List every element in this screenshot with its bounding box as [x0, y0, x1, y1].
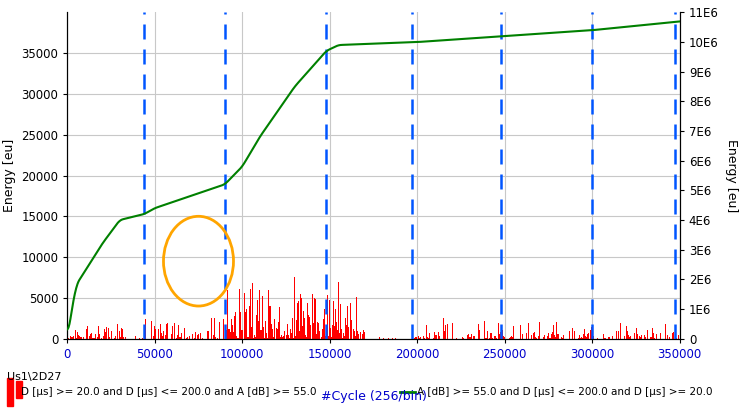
- Bar: [7, 378, 13, 406]
- Text: Us1\2D27: Us1\2D27: [7, 372, 62, 382]
- Text: A [dB] >= 55.0 and D [µs] <= 200.0 and D [µs] >= 20.0: A [dB] >= 55.0 and D [µs] <= 200.0 and D…: [417, 387, 713, 397]
- Y-axis label: Energy [eu]: Energy [eu]: [3, 139, 16, 212]
- Text: #Cycle (256/bin): #Cycle (256/bin): [320, 390, 427, 403]
- Text: D [µs] >= 20.0 and D [µs] <= 200.0 and A [dB] >= 55.0: D [µs] >= 20.0 and D [µs] <= 200.0 and A…: [21, 387, 317, 397]
- Y-axis label: Energy [eu]: Energy [eu]: [725, 139, 738, 212]
- Bar: [16, 381, 22, 398]
